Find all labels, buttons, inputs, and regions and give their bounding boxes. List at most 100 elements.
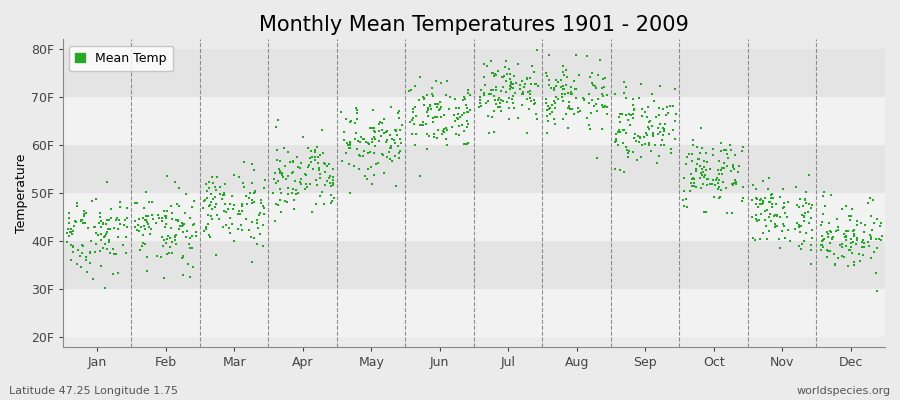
Point <box>352 152 366 158</box>
Point <box>356 152 371 159</box>
Point <box>728 152 742 158</box>
Point <box>90 232 104 238</box>
Point <box>612 129 626 136</box>
Point <box>652 112 666 118</box>
Point <box>422 132 436 139</box>
Point <box>291 164 305 170</box>
Point <box>237 183 251 190</box>
Point <box>167 232 182 239</box>
Point <box>676 188 690 194</box>
Point <box>597 84 611 90</box>
Point <box>257 177 272 183</box>
Point <box>781 199 796 206</box>
Point <box>238 216 253 222</box>
Point <box>850 218 864 224</box>
Point <box>727 165 742 172</box>
Point <box>433 106 447 112</box>
Point <box>417 95 431 101</box>
Point <box>440 78 454 84</box>
Point <box>772 194 787 200</box>
Point <box>290 154 304 160</box>
Point <box>140 219 154 226</box>
Point <box>76 220 90 226</box>
Point <box>106 246 121 252</box>
Point <box>667 86 681 92</box>
Point <box>452 123 466 129</box>
Point <box>872 223 886 230</box>
Point <box>642 141 656 148</box>
Point <box>296 134 310 140</box>
Point <box>544 108 559 115</box>
Point <box>687 137 701 143</box>
Point <box>751 204 765 210</box>
Point <box>747 237 761 243</box>
Point <box>117 222 131 228</box>
Point <box>430 134 445 141</box>
Point <box>138 241 152 248</box>
Point <box>184 245 199 251</box>
Point <box>777 204 791 210</box>
Point <box>163 244 177 250</box>
Point <box>619 112 634 118</box>
Point <box>209 186 223 193</box>
Point <box>85 198 99 204</box>
Point <box>504 84 518 90</box>
Point <box>343 189 357 196</box>
Point <box>716 165 731 172</box>
Point <box>69 200 84 206</box>
Point <box>176 252 190 259</box>
Point <box>693 150 707 156</box>
Point <box>598 103 612 109</box>
Point <box>770 212 785 219</box>
Point <box>453 114 467 120</box>
Point <box>379 129 393 136</box>
Point <box>577 96 591 102</box>
Point <box>88 248 103 255</box>
Point <box>202 179 216 185</box>
Point <box>805 215 819 222</box>
Point <box>219 222 233 228</box>
Point <box>582 91 597 98</box>
Point <box>131 228 146 234</box>
Point <box>208 194 222 200</box>
Point <box>798 196 813 202</box>
Point <box>393 127 408 134</box>
Point <box>764 195 778 202</box>
Point <box>277 163 292 170</box>
Point <box>725 181 740 188</box>
Point <box>612 114 626 120</box>
Point <box>656 128 670 134</box>
Point <box>845 250 859 256</box>
Point <box>382 156 397 163</box>
Point <box>724 210 739 216</box>
Point <box>744 197 759 204</box>
Point <box>337 129 351 135</box>
Point <box>324 192 338 198</box>
Point <box>437 112 452 118</box>
Point <box>270 202 284 208</box>
Point <box>745 182 760 188</box>
Point <box>256 203 270 210</box>
Point <box>596 93 610 99</box>
Point <box>216 192 230 198</box>
Point <box>119 234 133 240</box>
Point <box>63 257 77 264</box>
Point <box>196 228 211 234</box>
Point <box>501 95 516 101</box>
Point <box>203 190 218 197</box>
Y-axis label: Temperature: Temperature <box>15 154 28 233</box>
Point <box>215 196 230 202</box>
Point <box>298 171 312 177</box>
Bar <box>63 193 885 241</box>
Point <box>364 164 379 170</box>
Point <box>567 78 581 84</box>
Point <box>627 105 642 112</box>
Point <box>556 86 571 92</box>
Point <box>334 108 348 115</box>
Point <box>436 129 451 135</box>
Point <box>686 175 700 182</box>
Point <box>94 231 108 237</box>
Point <box>460 109 474 115</box>
Point <box>554 76 568 83</box>
Point <box>564 88 579 95</box>
